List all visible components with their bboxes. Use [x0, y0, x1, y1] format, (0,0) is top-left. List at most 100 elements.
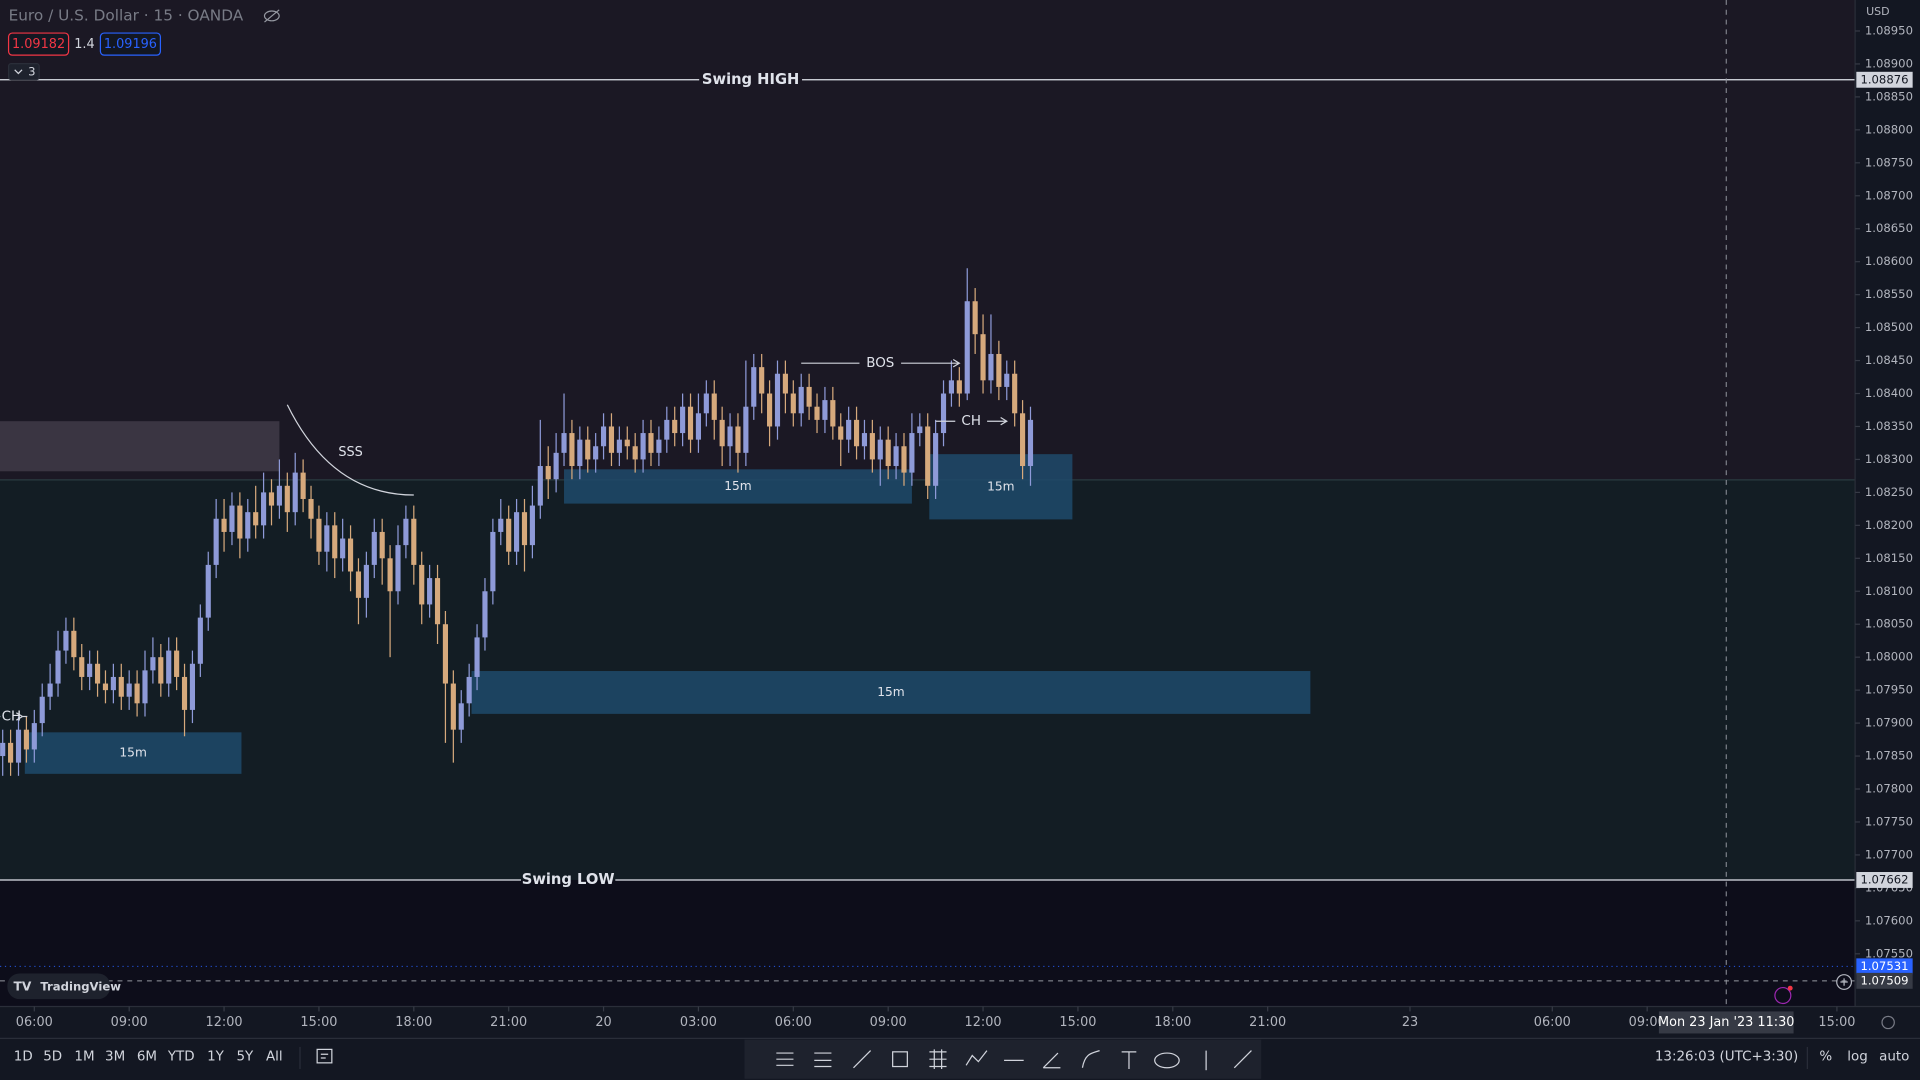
y-tick-label: 1.08550	[1865, 287, 1913, 301]
range-button[interactable]: 3M	[105, 1050, 125, 1065]
ask-price[interactable]: 1.09196	[104, 37, 157, 52]
candle-body	[1020, 413, 1026, 467]
brand-badge[interactable]	[7, 973, 111, 1000]
currency-label: USD	[1866, 5, 1890, 18]
candle-body	[245, 512, 251, 539]
candle-body	[893, 446, 899, 467]
candle-body	[940, 393, 947, 434]
candle-body	[972, 301, 978, 335]
x-tick-label: 15:00	[1059, 1015, 1096, 1030]
candle-body	[561, 433, 567, 453]
range-button[interactable]: YTD	[167, 1050, 195, 1065]
candle-body	[600, 426, 607, 447]
candle-body	[925, 426, 931, 486]
candle-body	[466, 676, 472, 704]
candle-body	[498, 518, 504, 532]
drawing-tools[interactable]	[776, 1049, 1252, 1071]
range-button[interactable]: 1D	[14, 1050, 33, 1065]
settings-icon[interactable]	[1881, 1015, 1895, 1030]
level-label: Swing HIGH	[702, 71, 799, 88]
scale-option[interactable]: auto	[1879, 1050, 1909, 1065]
candle-body	[774, 373, 781, 427]
candle-body	[537, 466, 543, 506]
candle-body	[118, 676, 124, 697]
crosshair-time-label: Mon 23 Jan '23 11:30	[1658, 1015, 1794, 1030]
candle-body	[877, 439, 883, 460]
bid-price[interactable]: 1.09182	[12, 37, 65, 52]
annotation-label: CH	[2, 710, 22, 725]
candle-body	[996, 353, 1002, 387]
x-tick-label: 09:00	[111, 1015, 148, 1030]
y-tick-label: 1.08200	[1865, 518, 1913, 532]
zone	[471, 671, 1311, 714]
indicators-toggle[interactable]	[7, 63, 40, 81]
candle-body	[102, 683, 109, 691]
candle-body	[1004, 373, 1010, 387]
hide-icon[interactable]	[263, 9, 280, 23]
add-alert-icon[interactable]	[1836, 974, 1853, 990]
candle-body	[964, 301, 970, 394]
candle-body	[727, 426, 733, 447]
candle-body	[213, 518, 219, 565]
sell-button[interactable]	[7, 32, 70, 56]
y-tick-label: 1.07600	[1865, 913, 1913, 927]
candle-body	[15, 729, 22, 763]
candle-body	[442, 624, 449, 684]
scale-option[interactable]: log	[1847, 1050, 1868, 1065]
range-button[interactable]: 5Y	[237, 1050, 255, 1065]
x-tick-label: 21:00	[490, 1015, 527, 1030]
candle-body	[822, 400, 828, 420]
buy-button[interactable]	[99, 32, 162, 56]
candle-body	[585, 439, 591, 460]
candle-body	[474, 637, 480, 677]
range-button[interactable]: 1Y	[207, 1050, 225, 1065]
y-tick-label: 1.07950	[1865, 683, 1913, 697]
candle-body	[529, 505, 535, 546]
last-price-label: 1.07531	[1860, 959, 1908, 973]
candle-body	[363, 564, 369, 598]
annotation-arrow	[1000, 417, 1008, 426]
candle-body	[814, 406, 820, 420]
drawing-panel	[744, 1039, 1262, 1079]
y-tick-label: 1.08650	[1865, 221, 1913, 235]
y-tick-label: 1.08700	[1865, 188, 1913, 202]
candle-body	[110, 676, 116, 691]
candle-body	[142, 670, 148, 704]
annotation-arrow	[952, 358, 961, 368]
candle-body	[71, 630, 77, 658]
candle-body	[687, 406, 694, 440]
chevron-icon	[14, 69, 23, 75]
candle-body	[917, 426, 923, 434]
candle-body	[300, 472, 306, 499]
range-button[interactable]: 5D	[43, 1050, 62, 1065]
candle-body	[640, 433, 646, 460]
level-price-box	[1856, 872, 1913, 888]
candle-body	[751, 367, 757, 407]
y-tick-label: 1.08450	[1865, 353, 1913, 367]
annotation-label: CH	[961, 414, 981, 429]
candle-body	[158, 657, 164, 684]
scale-option[interactable]: %	[1819, 1050, 1832, 1065]
compare-icon[interactable]	[316, 1048, 333, 1064]
clock[interactable]: 13:26:03 (UTC+3:30)	[1655, 1050, 1798, 1065]
range-button[interactable]: 1M	[74, 1050, 94, 1065]
candle-body	[458, 703, 464, 730]
zone	[0, 421, 280, 472]
candle-body	[759, 367, 765, 394]
candle-body	[94, 663, 101, 684]
candle-body	[324, 525, 330, 552]
candle-body	[434, 578, 441, 625]
candle-body	[197, 617, 203, 664]
y-tick-label: 1.08500	[1865, 320, 1913, 334]
range-button[interactable]: 6M	[137, 1050, 157, 1065]
candle-body	[411, 518, 417, 565]
candle-body	[427, 578, 433, 605]
candle-body	[664, 419, 670, 440]
alert-icon[interactable]	[1774, 985, 1793, 1005]
bottom-toolbar: 13:26:03 (UTC+3:30) 1D 5D 1M 3M 6M YTD 1Y 5Y All…	[14, 1039, 1909, 1079]
range-button[interactable]: All	[266, 1050, 283, 1065]
x-tick-label: 03:00	[680, 1015, 717, 1030]
annotation-arrow	[16, 712, 24, 721]
candle-body	[379, 531, 385, 559]
